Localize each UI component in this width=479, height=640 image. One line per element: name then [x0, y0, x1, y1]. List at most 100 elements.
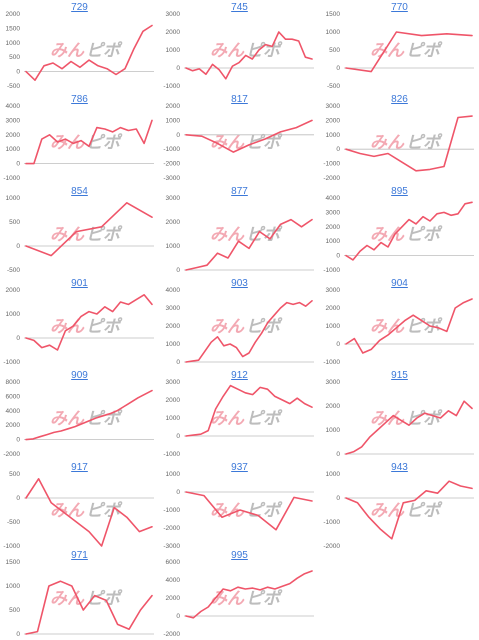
y-tick-label: 0: [176, 267, 180, 274]
chart-title-link[interactable]: 877: [231, 186, 248, 197]
y-tick-label: 0: [336, 65, 340, 72]
chart-panel-917: 917 みん ピポ 500 0 -500 -1000: [0, 460, 159, 552]
y-tick-label: 500: [9, 471, 20, 478]
y-tick-label: -3000: [163, 175, 180, 182]
y-tick-label: 0: [336, 341, 340, 348]
chart-title-link[interactable]: 915: [391, 370, 408, 381]
line-chart: みん ピポ 2000 1500 1000 500 0 -500: [6, 11, 154, 90]
series-line: [185, 31, 313, 80]
chart-panel-745: 745 みん ピポ 3000 2000 1000 0 -1000: [160, 0, 319, 92]
y-tick-label: 0: [336, 146, 340, 153]
y-tick-label: 4000: [6, 103, 21, 110]
chart-panel-937: 937 みん ピポ 1000 0 -1000 -2000 -3000: [160, 460, 319, 552]
watermark-logo: ピポ: [246, 133, 283, 152]
chart-panel-817: 817 みん ピポ 2000 1000 0 -1000 -2000 -3000: [160, 92, 319, 184]
y-tick-label: 1000: [166, 117, 181, 124]
chart-title-link[interactable]: 826: [391, 94, 408, 105]
watermark-logo: ピポ: [406, 41, 443, 60]
y-tick-label: -1000: [3, 543, 20, 550]
y-tick-label: 2000: [6, 422, 21, 429]
chart-panel-995: 995 みん ピポ 6000 4000 2000 0 -2000: [160, 548, 319, 640]
chart-panel-895: 895 みん ピポ 4000 3000 2000 1000 0 -1000: [320, 184, 479, 276]
chart-panel-826: 826 みん ピポ 3000 2000 1000 0 -1000 -2000: [320, 92, 479, 184]
chart-title-link[interactable]: 895: [391, 186, 408, 197]
chart-panel-770: 770 みん ピポ 1500 1000 500 0 -500: [320, 0, 479, 92]
chart-title-link[interactable]: 943: [391, 462, 408, 473]
chart-title-link[interactable]: 770: [391, 2, 408, 13]
y-tick-label: 500: [9, 607, 20, 614]
watermark-logo: みん: [50, 317, 85, 336]
chart-title-link[interactable]: 817: [231, 94, 248, 105]
chart-title-link[interactable]: 937: [231, 462, 248, 473]
y-tick-label: 2000: [166, 219, 181, 226]
y-tick-label: -2000: [3, 451, 20, 458]
chart-title-link[interactable]: 904: [391, 278, 408, 289]
y-tick-label: 0: [176, 613, 180, 620]
y-tick-label: 2000: [326, 305, 341, 312]
series-line: [25, 119, 153, 165]
series-line: [25, 24, 153, 81]
y-tick-label: 2000: [6, 11, 21, 18]
chart-panel-901: 901 みん ピポ 2000 1000 0 -1000: [0, 276, 159, 368]
line-chart: みん ピポ 1500 1000 500 0: [6, 559, 154, 638]
chart-title-link[interactable]: 912: [231, 370, 248, 381]
chart-title-link[interactable]: 786: [71, 94, 88, 105]
series-line: [25, 201, 153, 257]
chart-title-link[interactable]: 901: [71, 278, 88, 289]
chart-panel-854: 854 みん ピポ 1000 500 0 -500: [0, 184, 159, 276]
y-tick-label: -1000: [323, 161, 340, 168]
watermark-logo: みん: [210, 501, 245, 520]
y-tick-label: 0: [176, 489, 180, 496]
chart-title-link[interactable]: 917: [71, 462, 88, 473]
series-line: [345, 480, 473, 540]
line-chart: みん ピポ 4000 3000 2000 1000 0 -1000: [3, 103, 154, 182]
y-tick-label: 0: [336, 495, 340, 502]
y-tick-label: 1500: [6, 559, 21, 566]
chart-title-link[interactable]: 995: [231, 550, 248, 561]
chart-panel-943: 943 みん ピポ 1000 0 -1000 -2000: [320, 460, 479, 552]
line-chart: みん ピポ 3000 2000 1000 0 -1000 -2000: [323, 103, 474, 182]
y-tick-label: 2000: [166, 29, 181, 36]
chart-panel-903: 903 みん ピポ 4000 3000 2000 1000 0: [160, 276, 319, 368]
watermark-logo: ピポ: [406, 501, 443, 520]
y-tick-label: -3000: [163, 543, 180, 550]
y-tick-label: 0: [176, 65, 180, 72]
chart-title-link[interactable]: 729: [71, 2, 88, 13]
y-tick-label: 0: [16, 495, 20, 502]
y-tick-label: 3000: [166, 305, 181, 312]
line-chart: みん ピポ 1000 0 -1000 -2000: [323, 471, 474, 550]
y-tick-label: 2000: [326, 224, 341, 231]
y-tick-label: -1000: [323, 359, 340, 366]
series-line: [25, 293, 153, 351]
y-tick-label: -1000: [163, 451, 180, 458]
chart-title-link[interactable]: 745: [231, 2, 248, 13]
watermark-logo: ピポ: [86, 133, 123, 152]
y-tick-label: 500: [9, 54, 20, 61]
chart-title-link[interactable]: 909: [71, 370, 88, 381]
chart-title-link[interactable]: 903: [231, 278, 248, 289]
series-line: [185, 384, 313, 437]
y-tick-label: 1000: [326, 238, 341, 245]
chart-title-link[interactable]: 854: [71, 186, 88, 197]
y-tick-label: 1000: [326, 471, 341, 478]
chart-title-link[interactable]: 971: [71, 550, 88, 561]
y-tick-label: -1000: [323, 519, 340, 526]
y-tick-label: -2000: [163, 631, 180, 638]
watermark-logo: みん: [50, 589, 85, 608]
watermark-logo: みん: [210, 409, 245, 428]
chart-panel-915: 915 みん ピポ 3000 2000 1000 0: [320, 368, 479, 460]
y-tick-label: 6000: [166, 559, 181, 566]
watermark-logo: ピポ: [86, 501, 123, 520]
y-tick-label: 1000: [6, 195, 21, 202]
watermark-logo: ピポ: [86, 225, 123, 244]
y-tick-label: -1000: [3, 359, 20, 366]
line-chart: みん ピポ 4000 3000 2000 1000 0 -1000: [323, 195, 474, 274]
line-chart: みん ピポ 2000 1000 0 -1000: [3, 287, 154, 366]
watermark-logo: みん: [50, 409, 85, 428]
y-tick-label: -2000: [323, 175, 340, 182]
y-tick-label: 1500: [6, 25, 21, 32]
line-chart: みん ピポ 4000 3000 2000 1000 0: [166, 287, 314, 366]
y-tick-label: 3000: [326, 287, 341, 294]
